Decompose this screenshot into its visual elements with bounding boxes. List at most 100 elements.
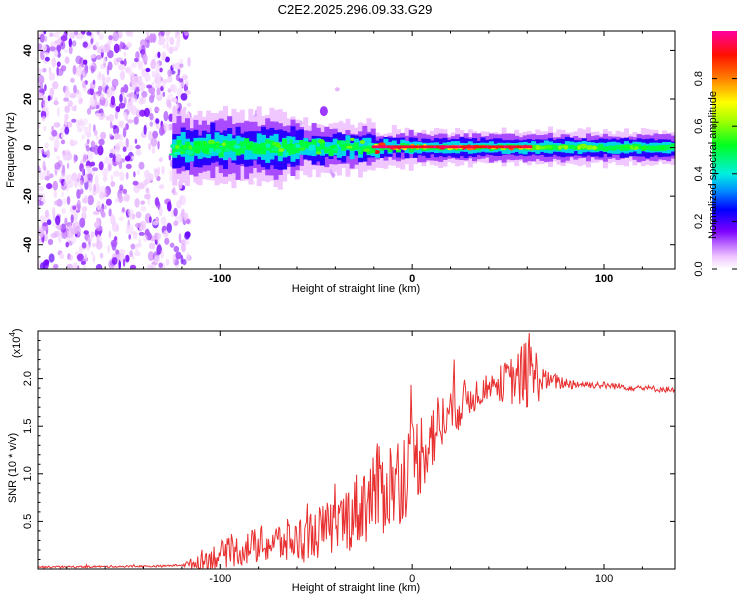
noise-speckle — [87, 236, 93, 243]
noise-speckle — [44, 259, 50, 266]
noise-speckle — [95, 41, 100, 48]
noise-speckle — [68, 31, 74, 37]
signal-blob — [345, 140, 350, 143]
peak-cell — [491, 145, 496, 149]
noise-speckle — [157, 78, 162, 85]
noise-speckle — [56, 44, 62, 53]
noise-speckle — [118, 120, 125, 129]
signal-band-cell — [218, 134, 224, 159]
noise-speckle — [77, 172, 81, 180]
signal-blob — [179, 151, 184, 155]
noise-speckle — [135, 144, 141, 150]
peak-cell — [414, 145, 419, 149]
noise-speckle — [119, 93, 123, 103]
noise-speckle — [137, 75, 143, 85]
signal-band-cell — [197, 140, 203, 151]
bottom-y-tick-label: 2.0 — [22, 371, 34, 386]
noise-speckle — [95, 263, 103, 269]
noise-speckle — [158, 157, 163, 163]
noise-speckle — [156, 87, 161, 96]
noise-speckle — [78, 245, 84, 253]
noise-speckle — [98, 138, 105, 146]
noise-speckle — [178, 78, 183, 83]
noise-speckle — [128, 234, 131, 240]
noise-speckle — [53, 49, 59, 57]
signal-blob — [373, 150, 380, 154]
noise-speckle — [97, 236, 103, 242]
noise-speckle — [125, 137, 129, 148]
peak-cell — [509, 145, 515, 149]
noise-speckle — [112, 124, 117, 130]
noise-speckle — [126, 93, 132, 98]
signal-blob — [346, 145, 353, 149]
noise-speckle — [81, 134, 85, 140]
signal-band-cell — [282, 139, 288, 150]
signal-band-cell — [294, 143, 300, 153]
noise-speckle — [83, 174, 88, 183]
noise-speckle — [103, 43, 111, 53]
noise-speckle — [67, 100, 73, 108]
bottom-x-tick-label: 100 — [595, 573, 613, 585]
noise-speckle — [135, 109, 141, 119]
noise-speckle — [166, 41, 169, 51]
noise-speckle — [139, 109, 146, 117]
noise-speckle — [66, 174, 73, 184]
noise-speckle — [108, 35, 113, 41]
noise-speckle — [73, 211, 78, 222]
noise-speckle — [38, 68, 43, 75]
noise-speckle — [108, 208, 112, 217]
noise-speckle — [52, 206, 56, 217]
noise-speckle — [135, 222, 141, 229]
noise-speckle — [53, 263, 59, 269]
noise-speckle — [167, 69, 172, 77]
noise-speckle — [150, 136, 158, 147]
noise-speckle — [92, 79, 96, 85]
peak-cell — [497, 145, 502, 149]
peak-cell — [383, 145, 389, 149]
noise-speckle — [55, 215, 61, 226]
noise-speckle — [174, 31, 178, 39]
noise-speckle — [110, 174, 114, 181]
peak-cell — [469, 145, 475, 149]
noise-speckle — [42, 222, 48, 227]
noise-speckle — [114, 236, 118, 242]
noise-speckle — [131, 155, 135, 160]
signal-blob — [179, 143, 183, 147]
signal-band-cell — [269, 140, 275, 153]
signal-blob — [563, 145, 569, 150]
noise-speckle — [118, 193, 123, 204]
bottom-y-tick-label: 0.5 — [22, 514, 34, 529]
signal-blob — [272, 141, 276, 146]
noise-speckle — [150, 59, 156, 70]
noise-speckle — [119, 184, 124, 191]
noise-speckle — [74, 180, 78, 188]
snr-plot-area — [38, 332, 675, 569]
signal-blob — [545, 145, 553, 149]
noise-speckle — [127, 119, 134, 124]
noise-speckle — [119, 64, 126, 71]
noise-speckle — [164, 237, 170, 245]
top-y-tick-label: 40 — [22, 44, 34, 56]
signal-blob — [221, 142, 226, 147]
noise-speckle — [111, 257, 118, 265]
noise-speckle — [111, 222, 119, 232]
top-y-tick-label: 20 — [22, 93, 34, 105]
noise-speckle — [88, 182, 92, 192]
noise-speckle — [104, 205, 107, 210]
noise-speckle — [186, 218, 191, 225]
noise-speckle — [133, 171, 136, 178]
noise-speckle — [48, 253, 55, 263]
noise-speckle — [168, 170, 174, 176]
signal-blob — [329, 145, 336, 149]
noise-speckle — [81, 206, 88, 212]
signal-band-cell — [611, 145, 617, 151]
noise-speckle — [155, 107, 161, 112]
signal-band-cell — [349, 143, 355, 160]
noise-speckle — [153, 78, 159, 85]
signal-band-cell — [193, 141, 199, 153]
signal-band-cell — [290, 144, 296, 155]
noise-speckle — [39, 262, 46, 269]
noise-speckle — [79, 65, 83, 74]
signal-band-cell — [206, 143, 212, 155]
noise-speckle — [105, 198, 112, 206]
